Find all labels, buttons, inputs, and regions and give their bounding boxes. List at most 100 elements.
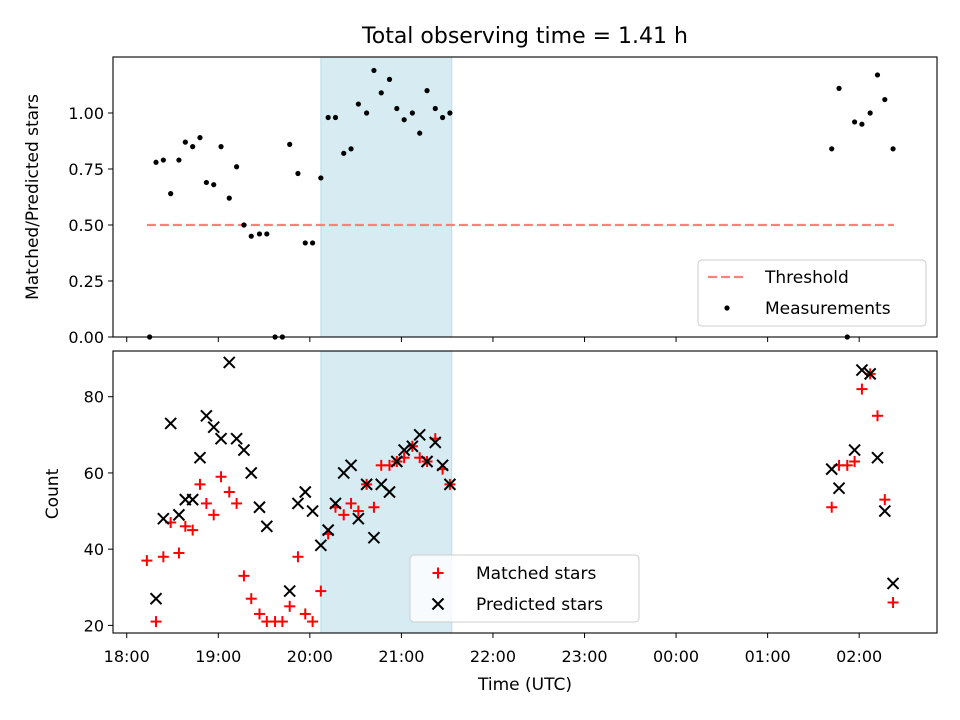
matched-star-point <box>307 616 319 628</box>
x-tick-label: 21:00 <box>378 647 424 666</box>
matched-star-point <box>231 497 243 509</box>
bottom-panel: 20 40 60 80 18:00 19:00 20:00 21:00 22:00 23:00 00… <box>84 350 938 666</box>
predicted-star-point-b <box>360 478 373 491</box>
predicted-star-point-b <box>200 409 213 422</box>
legend-measurements-swatch <box>724 305 730 311</box>
predicted-star-point-b <box>157 512 170 525</box>
legend-predicted-label: Predicted stars <box>476 595 603 615</box>
predicted-star-point <box>283 584 296 598</box>
predicted-star-point <box>329 497 342 510</box>
predicted-star-point <box>314 539 328 552</box>
matched-star-point <box>315 585 327 597</box>
predicted-star-point <box>260 520 274 533</box>
predicted-star-point-b <box>443 478 457 491</box>
measurement-point <box>409 110 415 116</box>
measurement-point <box>836 85 842 91</box>
measurement-point <box>447 110 453 116</box>
measurement-point <box>401 117 407 123</box>
measurement-point <box>190 144 196 150</box>
bottom-y-tick-label: 80 <box>84 388 104 407</box>
x-tick-label: 01:00 <box>745 647 791 666</box>
measurement-point <box>378 90 384 96</box>
x-tick-label: 20:00 <box>287 647 333 666</box>
measurement-point <box>364 110 370 116</box>
predicted-star-point-b <box>193 451 207 464</box>
matched-star-point <box>879 494 891 506</box>
predicted-star-point-b <box>329 497 342 510</box>
measurement-point <box>890 146 896 152</box>
predicted-star-point <box>406 440 419 453</box>
predicted-star-point <box>383 485 396 499</box>
measurement-point <box>867 110 873 116</box>
predicted-star-point-b <box>299 485 312 499</box>
matched-star-point <box>276 616 288 628</box>
matched-star-point <box>856 383 868 395</box>
measurement-point <box>859 121 865 127</box>
measurement-point <box>160 157 166 163</box>
matched-star-point <box>849 456 861 468</box>
matched-star-point <box>841 459 853 471</box>
measurement-point <box>203 179 209 186</box>
predicted-star-point-b <box>436 459 449 472</box>
legend-measurements-label: Measurements <box>765 299 891 319</box>
measurement-point <box>256 231 263 237</box>
predicted-star-point-b <box>172 508 186 522</box>
predicted-star-point-b <box>878 504 892 518</box>
predicted-star-point <box>157 512 170 525</box>
predicted-star-point <box>186 493 199 506</box>
predicted-star-point <box>443 478 457 491</box>
matched-star-point <box>179 520 191 532</box>
predicted-star-point-b <box>390 455 404 468</box>
matched-star-point <box>284 600 296 612</box>
predicted-star-point <box>164 417 177 430</box>
matched-star-point <box>200 497 212 509</box>
legend-matched-swatch <box>432 567 444 579</box>
matched-star-point <box>208 509 220 521</box>
predicted-star-point-b <box>871 451 884 464</box>
legend-predicted-swatch-b <box>431 597 445 611</box>
predicted-star-point <box>230 432 243 445</box>
predicted-star-point <box>299 485 312 499</box>
measurement-point <box>332 114 339 121</box>
measurement-point <box>309 240 316 246</box>
predicted-star-point-b <box>149 592 163 605</box>
predicted-star-point <box>306 504 319 518</box>
measurement-point <box>248 233 254 239</box>
predicted-star-point <box>397 443 411 457</box>
x-tick-label: 18:00 <box>104 647 150 666</box>
predicted-star-point-b <box>855 363 869 377</box>
top-y-tick-label: 1.00 <box>68 104 104 123</box>
predicted-star-point <box>245 466 258 480</box>
top-y-axis-label: Matched/Predicted stars <box>23 94 43 300</box>
measurement-point <box>440 114 446 121</box>
measurement-point <box>386 76 393 82</box>
top-observing-span <box>320 56 453 338</box>
predicted-star-point <box>886 577 900 590</box>
matched-star-point <box>150 616 162 628</box>
matched-star-point <box>345 497 357 509</box>
measurement-point <box>218 144 224 150</box>
predicted-star-point-b <box>207 421 220 434</box>
measurement-point <box>874 72 881 78</box>
matched-star-point <box>173 547 185 559</box>
predicted-star-point <box>360 478 373 491</box>
measurement-point <box>341 150 347 156</box>
predicted-star-point <box>863 367 877 381</box>
measurement-point <box>318 175 324 181</box>
predicted-star-point <box>367 531 381 544</box>
predicted-star-point-b <box>306 504 319 518</box>
matched-star-point <box>194 478 206 490</box>
predicted-star-point-b <box>321 523 335 537</box>
predicted-star-point-b <box>344 459 358 472</box>
predicted-star-point-b <box>375 478 388 491</box>
predicted-star-point <box>149 592 163 605</box>
matched-star-point <box>299 608 311 620</box>
predicted-star-point-b <box>245 466 258 480</box>
top-y-tick-label: 0.50 <box>68 216 104 235</box>
matched-star-point <box>826 501 838 513</box>
predicted-star-point-b <box>186 493 199 506</box>
predicted-star-point-b <box>832 481 846 495</box>
measurement-point <box>211 182 217 188</box>
predicted-star-point-b <box>848 443 861 457</box>
